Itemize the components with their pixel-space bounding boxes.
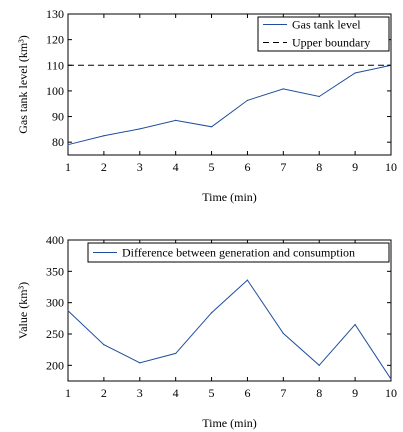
legend: Difference between generation and consum… [87, 242, 390, 263]
x-tick-label: 8 [316, 160, 322, 174]
x-tick-label: 3 [137, 160, 143, 174]
data-point [282, 88, 284, 90]
data-point [175, 119, 177, 121]
x-axis-label: Time (min) [202, 416, 257, 430]
x-tick-label: 5 [209, 386, 215, 400]
y-tick-label: 250 [46, 327, 64, 341]
x-tick-label: 3 [137, 386, 143, 400]
data-point [210, 312, 213, 314]
legend-box [257, 16, 390, 52]
data-point [354, 72, 356, 74]
plot-frame [67, 13, 392, 156]
legend: Gas tank level Upper boundary [257, 16, 390, 52]
x-tick-label: 6 [244, 386, 250, 400]
legend-label: Gas tank level [292, 18, 361, 32]
y-axis-label: Value (km³) [16, 282, 30, 339]
chart-1: 1 2 3 4 5 6 7 8 9 10 80 90 100 110 120 130 Time (min) Gas… [16, 7, 397, 204]
data-point [354, 324, 356, 326]
legend-label: Upper boundary [292, 36, 370, 50]
x-tick-label: 2 [101, 386, 107, 400]
x-axis-label: Time (min) [202, 190, 257, 204]
x-tick-label: 1 [65, 386, 71, 400]
x-tick-label: 7 [280, 160, 286, 174]
data-point [139, 362, 141, 364]
data-point [67, 310, 69, 312]
x-tick-label: 7 [280, 386, 286, 400]
y-tick-label: 120 [46, 33, 64, 47]
x-tick-label: 4 [173, 386, 179, 400]
y-tick-label: 80 [52, 135, 64, 149]
x-tick-label: 5 [209, 160, 215, 174]
data-point [318, 95, 320, 98]
data-point [282, 332, 284, 334]
data-point [139, 128, 141, 130]
x-tick-label: 9 [352, 160, 358, 174]
x-tick-label: 9 [352, 386, 358, 400]
y-tick-label: 110 [46, 58, 64, 72]
y-tick-label: 100 [46, 84, 64, 98]
legend-box [87, 242, 390, 263]
y-tick-label: 130 [46, 7, 64, 21]
data-point [210, 126, 213, 128]
x-tick-label: 6 [244, 160, 250, 174]
data-point [175, 352, 177, 355]
data-point [246, 99, 249, 101]
data-point [103, 135, 105, 137]
y-tick-label: 300 [46, 296, 64, 310]
data-point [318, 364, 320, 366]
x-tick-label: 2 [101, 160, 107, 174]
series-line-1 [67, 64, 392, 146]
data-point [67, 144, 69, 146]
x-tick-label: 8 [316, 386, 322, 400]
x-tick-label: 4 [173, 160, 179, 174]
chart-2: 1 2 3 4 5 6 7 8 9 10 200 250 300 350 400 Time (min) Valu… [16, 233, 397, 430]
x-tick-label: 1 [65, 160, 71, 174]
legend-label: Difference between generation and consum… [122, 246, 355, 260]
y-axis-label: Gas tank level (km³) [16, 35, 30, 134]
x-tick-label: 10 [385, 386, 397, 400]
data-point [390, 378, 392, 380]
x-tick-label: 10 [385, 160, 397, 174]
series-line-1 [67, 279, 392, 380]
y-tick-label: 350 [46, 264, 64, 278]
data-point [103, 344, 105, 346]
y-tick-label: 90 [52, 110, 64, 124]
y-tick-label: 400 [46, 233, 64, 247]
y-tick-label: 200 [46, 358, 64, 372]
data-point [246, 279, 249, 281]
